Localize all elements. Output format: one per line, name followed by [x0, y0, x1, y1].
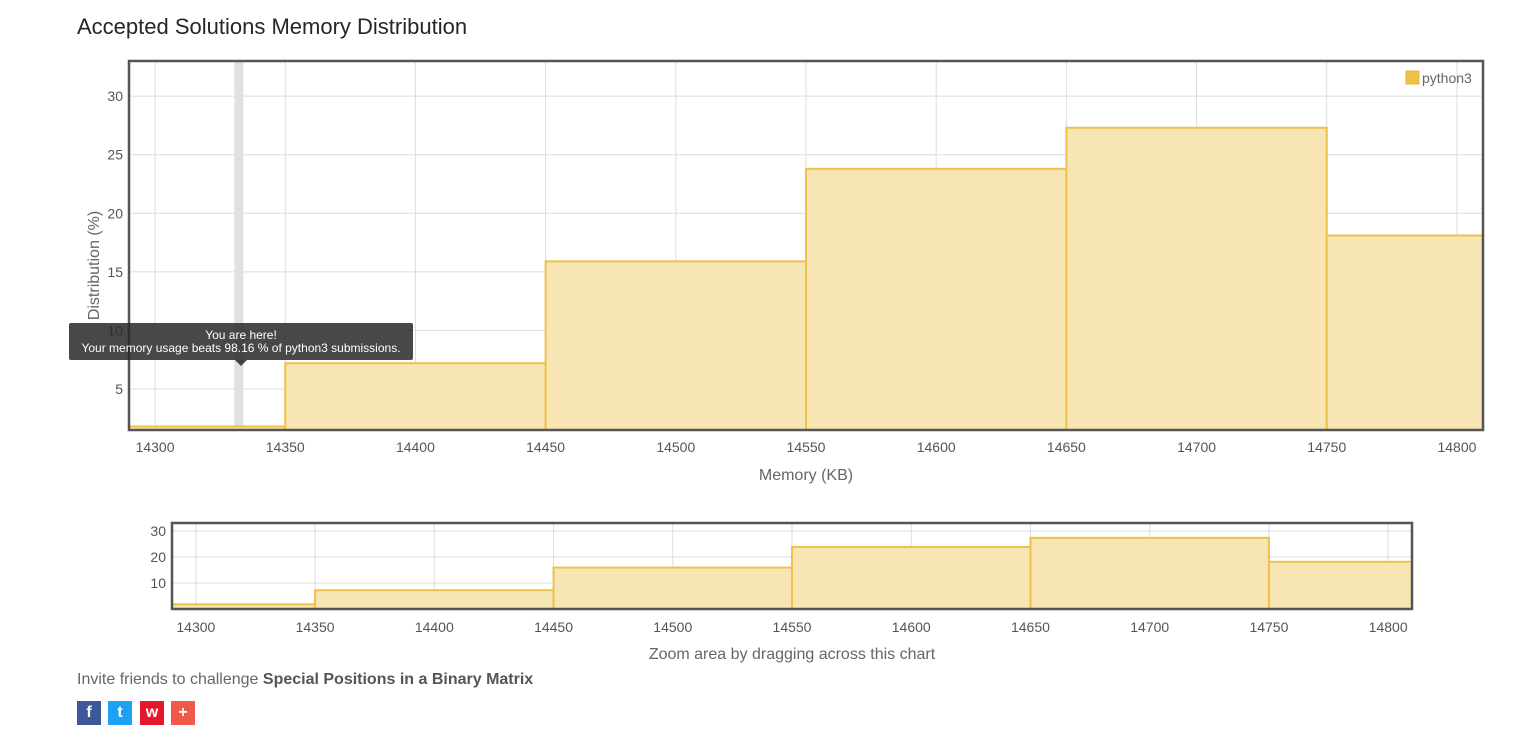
- tooltip-line1: You are here!: [205, 328, 277, 342]
- plot-frame: [170, 521, 1414, 611]
- x-tick-label: 14800: [1369, 619, 1408, 635]
- plot-frame: [127, 59, 1485, 432]
- weibo-icon: w: [145, 704, 159, 721]
- x-tick-label: 14750: [1307, 439, 1346, 455]
- you-are-here-tooltip: You are here! Your memory usage beats 98…: [69, 323, 413, 366]
- x-tick-label: 14400: [415, 619, 454, 635]
- page-title: Accepted Solutions Memory Distribution: [77, 14, 468, 39]
- histogram-bar: [1325, 234, 1485, 431]
- tooltip-line2: Your memory usage beats 98.16 % of pytho…: [81, 341, 401, 355]
- histogram-bar: [552, 566, 793, 611]
- x-tick-label: 14450: [526, 439, 565, 455]
- navigator-chart[interactable]: 14300 14350 14400 14450 14500 14550 14600 14650…: [0, 0, 1526, 670]
- x-tick-label: 14750: [1249, 619, 1288, 635]
- x-tick-label: 14700: [1177, 439, 1216, 455]
- x-tick-label: 14550: [773, 619, 812, 635]
- histogram-bar: [314, 589, 555, 611]
- y-tick-label: 25: [107, 147, 123, 163]
- x-tick-label: 14500: [656, 439, 695, 455]
- x-tick-label: 14650: [1047, 439, 1086, 455]
- weibo-share-button[interactable]: w: [140, 701, 164, 725]
- histogram-bar: [805, 167, 1068, 431]
- twitter-share-button[interactable]: t: [108, 701, 132, 725]
- x-tick-label: 14550: [787, 439, 826, 455]
- x-tick-label: 14450: [534, 619, 573, 635]
- x-axis-title: Zoom area by dragging across this chart: [649, 646, 936, 663]
- invite-prefix: Invite friends to challenge: [77, 671, 263, 688]
- y-axis-title: Distribution (%): [86, 211, 103, 320]
- x-tick-label: 14400: [396, 439, 435, 455]
- x-tick-label: 14700: [1130, 619, 1169, 635]
- legend: python3: [1405, 70, 1472, 86]
- y-tick-label: 10: [150, 575, 166, 591]
- x-tick-label: 14650: [1011, 619, 1050, 635]
- plus-icon: +: [178, 704, 188, 721]
- histogram-bar: [1065, 126, 1328, 432]
- y-tick-label: 15: [107, 264, 123, 280]
- y-tick-label: 5: [115, 381, 123, 397]
- invite-text: Invite friends to challenge Special Posi…: [77, 671, 533, 689]
- y-tick-label: 20: [150, 549, 166, 565]
- x-axis-title: Memory (KB): [759, 467, 853, 484]
- histogram-bar: [1029, 536, 1270, 611]
- x-tick-label: 14300: [136, 439, 175, 455]
- x-tick-label: 14500: [653, 619, 692, 635]
- x-tick-label: 14350: [266, 439, 305, 455]
- x-tick-label: 14350: [296, 619, 335, 635]
- y-tick-label: 30: [150, 523, 166, 539]
- legend-swatch: [1405, 70, 1420, 85]
- facebook-icon: f: [86, 704, 92, 721]
- facebook-share-button[interactable]: f: [77, 701, 101, 725]
- x-tick-label: 14600: [917, 439, 956, 455]
- x-tick-label: 14800: [1437, 439, 1476, 455]
- histogram-bar: [791, 545, 1032, 611]
- problem-name[interactable]: Special Positions in a Binary Matrix: [262, 671, 534, 688]
- more-share-button[interactable]: +: [171, 701, 195, 725]
- x-tick-label: 14300: [176, 619, 215, 635]
- main-chart[interactable]: 14300 14350 14400 14450 14500 14550 14600 14650…: [0, 0, 1526, 500]
- twitter-icon: t: [117, 704, 123, 721]
- tooltip-arrow: [235, 360, 247, 366]
- you-are-here-marker: [234, 61, 244, 430]
- histogram-bar: [1267, 560, 1414, 611]
- y-tick-label: 20: [107, 205, 123, 221]
- y-tick-label: 30: [107, 88, 123, 104]
- legend-label: python3: [1422, 70, 1472, 86]
- x-tick-label: 14600: [892, 619, 931, 635]
